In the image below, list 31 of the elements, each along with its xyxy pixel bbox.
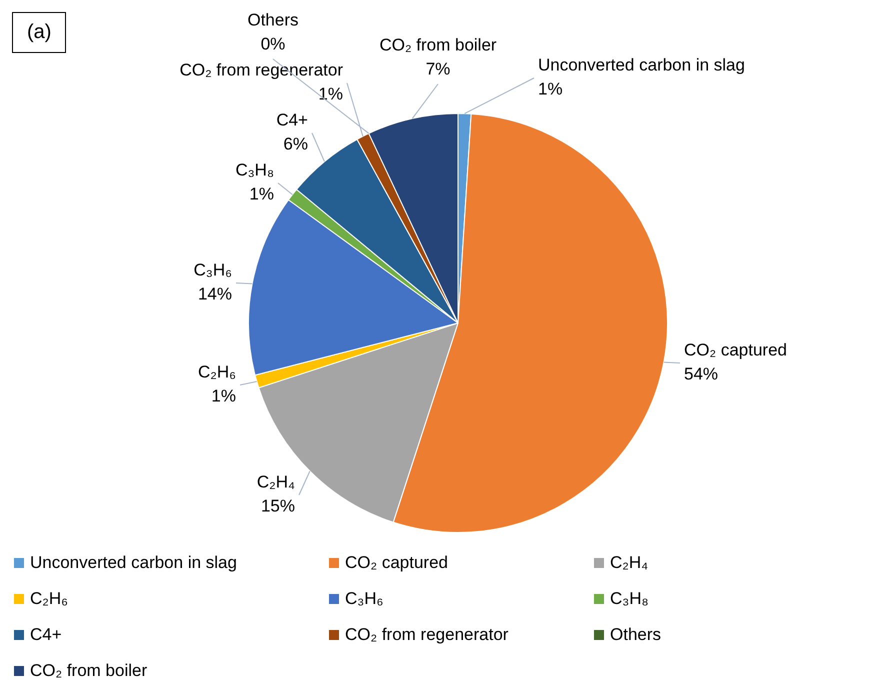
- data-label: 1%: [538, 80, 563, 99]
- legend-label: CO₂ captured: [345, 553, 448, 573]
- slice-label: C₂H₆: [198, 362, 236, 382]
- legend-label: C₃H₆: [345, 589, 384, 609]
- slice-label: CO₂ captured: [684, 340, 787, 360]
- legend-label: CO₂ from regenerator: [345, 625, 508, 645]
- data-label: 15%: [260, 496, 295, 516]
- legend-label: C4+: [30, 625, 62, 645]
- category-label: Others: [247, 10, 299, 30]
- data-label: 14%: [198, 284, 232, 304]
- data-label: 1%: [211, 386, 236, 406]
- legend-label: CO₂ from boiler: [30, 661, 148, 681]
- legend-label: Others: [610, 625, 662, 645]
- legend-label: C₂H₄: [610, 553, 648, 573]
- slice-label: C4+: [276, 110, 308, 130]
- text: 0%: [260, 34, 286, 54]
- data-label: 1%: [318, 84, 343, 104]
- legend-label: C₃H₈: [610, 589, 649, 609]
- legend-label: Unconverted carbon in slag: [30, 553, 237, 573]
- chart-title: (a): [12, 12, 66, 53]
- slice-label: C₂H₄: [256, 472, 296, 492]
- data-label: 54%: [684, 364, 718, 384]
- legend-label: C₂H₆: [30, 589, 68, 609]
- slice-label: C₃H₈: [235, 160, 274, 180]
- data-label: 6%: [283, 134, 308, 154]
- slice-label: C₃H₆: [194, 260, 232, 280]
- data-label: 1%: [249, 184, 274, 204]
- slice-label: Unconverted carbon in slag: [538, 56, 745, 75]
- slice-label: CO₂ from regenerator: [180, 60, 344, 80]
- data-label: 7%: [426, 60, 450, 79]
- slice-label: CO₂ from boiler: [379, 36, 497, 55]
